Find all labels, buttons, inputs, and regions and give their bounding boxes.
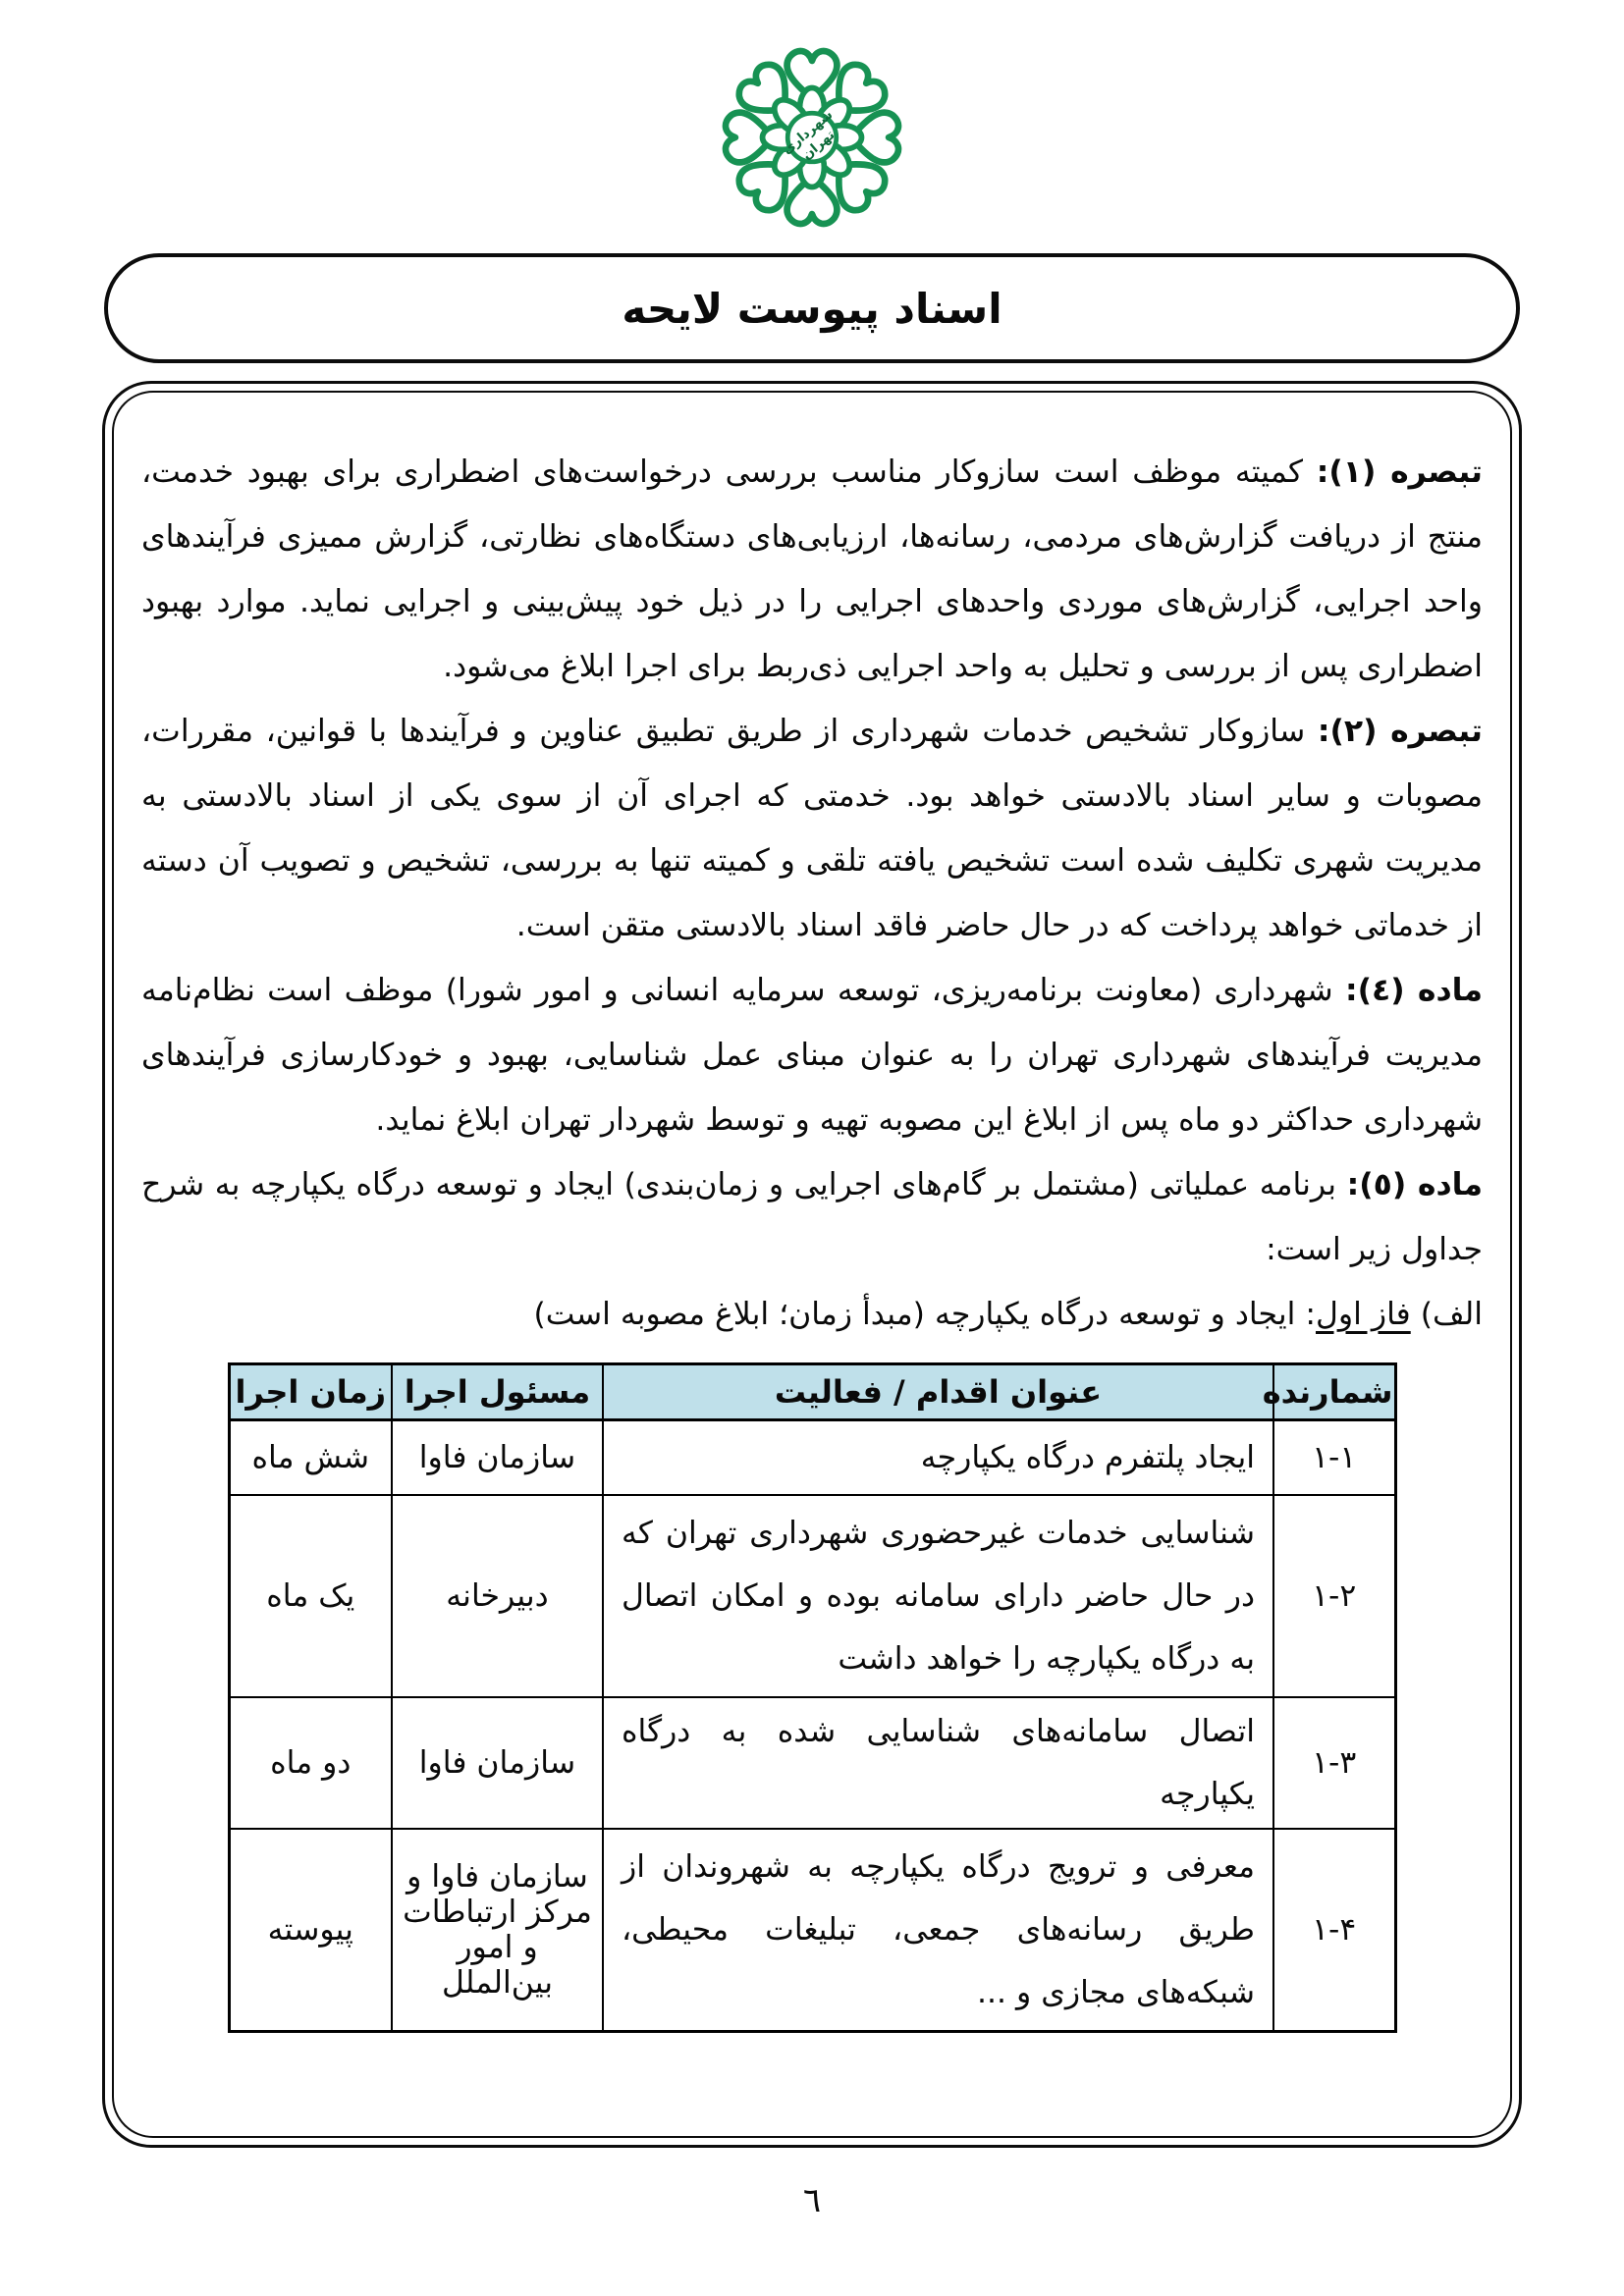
document-body: تبصره (١): کمیته موظف است سازوکار مناسب …: [141, 440, 1483, 2033]
row-duration: یک ماه: [228, 1494, 393, 1698]
table-row: ۱-۱ ایجاد پلتفرم درگاه یکپارچه سازمان فا…: [228, 1418, 1396, 1496]
clause-label: تبصره (١):: [1316, 454, 1484, 490]
tehran-municipality-logo-icon: شهرداری تهران: [722, 47, 902, 228]
clause-text: برنامه عملیاتی (مشتمل بر گام‌های اجرایی …: [141, 1167, 1483, 1267]
document-title-box: اسناد پیوست لایحه: [104, 253, 1520, 363]
column-header-activity: عنوان اقدام / فعالیت: [602, 1362, 1274, 1421]
phase-one-table: شمارنده عنوان اقدام / فعالیت مسئول اجرا …: [227, 1362, 1397, 2033]
column-header-owner: مسئول اجرا: [391, 1362, 604, 1421]
table-row: ۱-۴ معرفی و ترویج درگاه یکپارچه به شهرون…: [228, 1828, 1396, 2033]
clause-label: ماده (٥):: [1346, 1167, 1483, 1202]
row-counter: ۱-۲: [1272, 1494, 1396, 1698]
logo-container: شهرداری تهران: [0, 39, 1624, 236]
row-duration: پیوسته: [228, 1828, 393, 2033]
paragraph-madeh-5: ماده (٥): برنامه عملیاتی (مشتمل بر گام‌ه…: [141, 1152, 1483, 1282]
table-header-row: شمارنده عنوان اقدام / فعالیت مسئول اجرا …: [228, 1362, 1396, 1421]
table-row: ۱-۲ شناسایی خدمات غیرحضوری شهرداری تهران…: [228, 1494, 1396, 1698]
paragraph-tabsereh-1: تبصره (١): کمیته موظف است سازوکار مناسب …: [141, 440, 1483, 699]
row-owner: سازمان فاوا و مرکز ارتباطات و امور بین‌ا…: [391, 1828, 604, 2033]
row-activity: معرفی و ترویج درگاه یکپارچه به شهروندان …: [602, 1828, 1274, 2033]
row-counter: ۱-۴: [1272, 1828, 1396, 2033]
row-activity: شناسایی خدمات غیرحضوری شهرداری تهران که …: [602, 1494, 1274, 1698]
page-number: ٦: [802, 2181, 822, 2220]
row-activity: اتصال سامانه‌های شناسایی شده به درگاه یک…: [602, 1696, 1274, 1830]
row-owner: دبیرخانه: [391, 1494, 604, 1698]
row-duration: شش ماه: [228, 1418, 393, 1496]
paragraph-tabsereh-2: تبصره (٢): سازوکار تشخیص خدمات شهرداری ا…: [141, 699, 1483, 958]
clause-text: شهرداری (معاونت برنامه‌ریزی، توسعه سرمای…: [141, 973, 1483, 1138]
phase-caption-underlined: فاز اول: [1316, 1297, 1411, 1332]
page-title: اسناد پیوست لایحه: [622, 284, 1002, 333]
row-activity: ایجاد پلتفرم درگاه یکپارچه: [602, 1418, 1274, 1496]
paragraph-madeh-4: ماده (٤): شهرداری (معاونت برنامه‌ریزی، ت…: [141, 958, 1483, 1152]
table-row: ۱-۳ اتصال سامانه‌های شناسایی شده به درگا…: [228, 1696, 1396, 1830]
clause-label: تبصره (٢):: [1317, 714, 1483, 749]
phase-caption-prefix: الف): [1410, 1297, 1483, 1332]
phase-one-caption: الف) فاز اول: ایجاد و توسعه درگاه یکپارچ…: [141, 1282, 1484, 1347]
clause-label: ماده (٤):: [1344, 973, 1483, 1008]
row-owner: سازمان فاوا: [391, 1418, 604, 1496]
row-counter: ۱-۳: [1272, 1696, 1396, 1830]
column-header-counter: شمارنده: [1263, 1362, 1396, 1421]
clause-text: سازوکار تشخیص خدمات شهرداری از طریق تطبی…: [141, 714, 1483, 943]
phase-caption-rest: : ایجاد و توسعه درگاه یکپارچه (مبدأ زمان…: [533, 1297, 1317, 1332]
content-frame-inner: تبصره (١): کمیته موظف است سازوکار مناسب …: [112, 391, 1512, 2138]
row-counter: ۱-۱: [1272, 1418, 1396, 1496]
clause-text: کمیته موظف است سازوکار مناسب بررسی درخوا…: [141, 454, 1483, 684]
row-duration: دو ماه: [228, 1696, 393, 1830]
row-owner: سازمان فاوا: [391, 1696, 604, 1830]
column-header-duration: زمان اجرا: [228, 1362, 393, 1421]
content-frame-outer: تبصره (١): کمیته موظف است سازوکار مناسب …: [102, 381, 1522, 2148]
